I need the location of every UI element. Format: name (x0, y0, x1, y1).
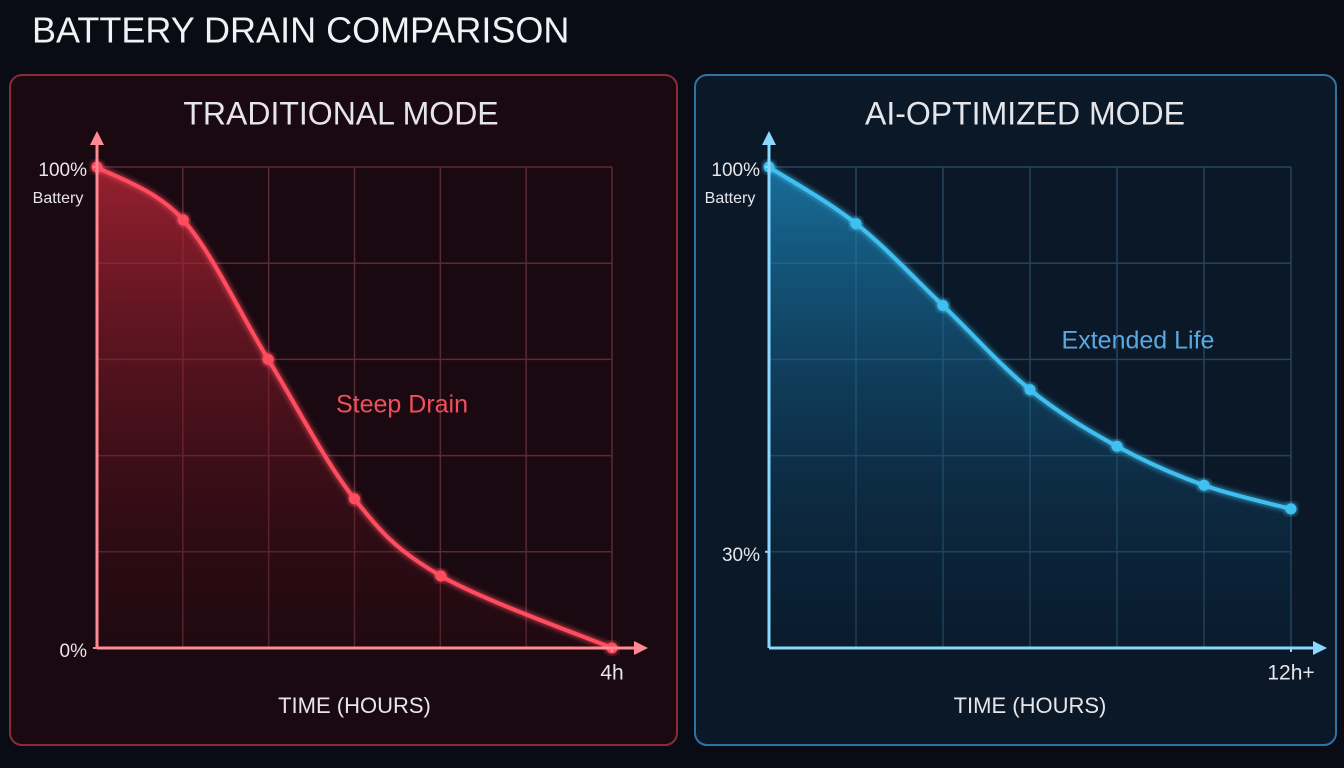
y-tick-label: 30% (722, 545, 760, 566)
point (1198, 479, 1210, 491)
page-title: BATTERY DRAIN COMPARISON (32, 10, 569, 51)
arrow (762, 131, 776, 145)
point (349, 493, 360, 505)
chart-title: TRADITIONAL MODE (183, 95, 498, 131)
y-axis-label: Battery (33, 190, 84, 207)
point (1111, 440, 1123, 452)
x-axis-label: TIME (HOURS) (278, 693, 431, 718)
arrow (1313, 641, 1327, 655)
point (1024, 384, 1036, 396)
x-axis-label: TIME (HOURS) (954, 693, 1107, 718)
point (937, 300, 949, 312)
y-tick-label: 100% (38, 160, 87, 181)
point (850, 218, 862, 230)
x-tick-label: 12h+ (1267, 662, 1314, 685)
point (435, 570, 447, 582)
annotation: Extended Life (1062, 327, 1215, 355)
arrow (634, 641, 648, 655)
arrow (90, 131, 104, 145)
area (769, 167, 1291, 648)
annotation: Steep Drain (336, 391, 468, 419)
y-tick-label: 0% (60, 641, 88, 662)
point (177, 214, 189, 226)
point (262, 353, 274, 365)
point (1285, 503, 1297, 515)
chart-title: AI-OPTIMIZED MODE (865, 95, 1185, 131)
y-tick-label: 100% (711, 160, 760, 181)
y-axis-label: Battery (705, 190, 756, 207)
x-tick-label: 4h (600, 662, 623, 685)
